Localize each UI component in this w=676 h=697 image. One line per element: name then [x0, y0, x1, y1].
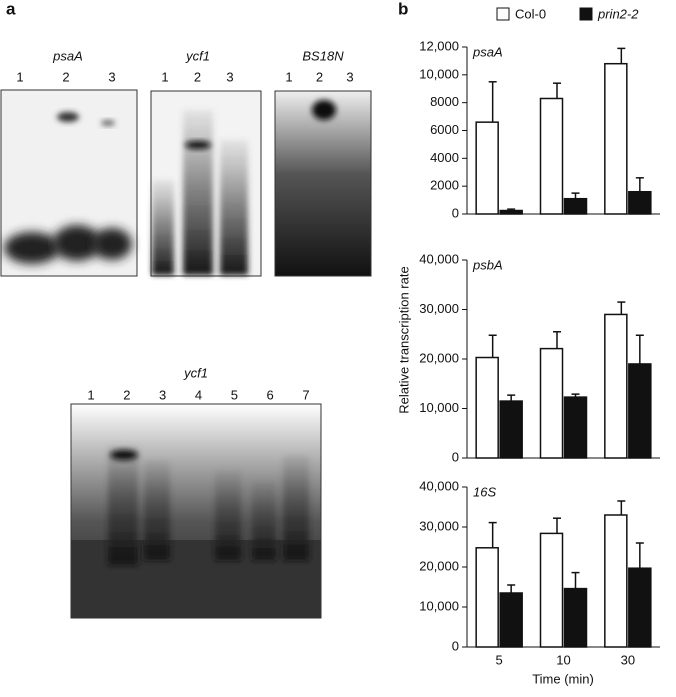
gel-image	[0, 89, 138, 277]
bar	[499, 209, 523, 215]
y-tick-label: 10,000	[419, 598, 459, 613]
panel-label: a	[6, 0, 16, 18]
y-tick-label: 40,000	[419, 478, 459, 493]
x-axis-label: Time (min)	[532, 671, 594, 686]
y-tick-label: 6000	[430, 122, 459, 137]
y-tick-label: 0	[452, 205, 459, 220]
gel-title: psaA	[52, 48, 83, 63]
chart-title: psbA	[472, 257, 503, 272]
y-tick-label: 20,000	[419, 558, 459, 573]
lane-number: 3	[108, 69, 115, 84]
chart-title: 16S	[473, 484, 496, 499]
y-axis-label: Relative transcription rate	[396, 266, 411, 413]
lane-number: 7	[302, 387, 309, 402]
gel-image	[274, 90, 372, 277]
gel-title: ycf1	[185, 48, 210, 63]
lane-number: 6	[267, 387, 274, 402]
bar	[539, 347, 564, 459]
lane-number: 4	[195, 387, 202, 402]
x-tick-label: 30	[621, 652, 635, 667]
lane-number: 2	[316, 69, 323, 84]
lane-number: 3	[159, 387, 166, 402]
bar	[539, 97, 564, 215]
bar	[475, 547, 499, 648]
x-tick-label: 10	[556, 652, 570, 667]
chart-title: psaA	[472, 44, 503, 59]
lane-number: 2	[123, 387, 130, 402]
legend-label: prin2-2	[597, 6, 639, 21]
gel-title: BS18N	[302, 48, 344, 63]
lane-number: 1	[87, 387, 94, 402]
bar	[604, 514, 628, 648]
lane-number: 1	[161, 69, 168, 84]
y-tick-label: 2000	[430, 178, 459, 193]
lane-number: 5	[231, 387, 238, 402]
legend-label: Col-0	[515, 6, 546, 21]
y-tick-label: 8000	[430, 94, 459, 109]
bar	[563, 197, 588, 215]
panel-label: b	[398, 0, 408, 18]
y-tick-label: 10,000	[419, 66, 459, 81]
bar	[628, 363, 652, 459]
lane-number: 3	[346, 69, 353, 84]
legend-swatch	[496, 7, 510, 21]
bar	[499, 592, 523, 648]
x-tick-label: 5	[496, 652, 503, 667]
y-tick-label: 20,000	[419, 350, 459, 365]
lane-number: 3	[226, 69, 233, 84]
y-tick-label: 30,000	[419, 301, 459, 316]
bar	[604, 62, 628, 215]
gel-title: ycf1	[183, 365, 208, 380]
lane-number: 2	[62, 69, 69, 84]
y-tick-label: 10,000	[419, 400, 459, 415]
bar	[563, 587, 588, 648]
y-tick-label: 0	[452, 449, 459, 464]
y-tick-label: 30,000	[419, 518, 459, 533]
y-tick-label: 12,000	[419, 38, 459, 53]
bar	[563, 396, 588, 459]
bar	[499, 400, 523, 459]
y-tick-label: 4000	[430, 150, 459, 165]
lane-number: 1	[285, 69, 292, 84]
y-tick-label: 0	[452, 638, 459, 653]
y-tick-label: 40,000	[419, 251, 459, 266]
gel-image	[70, 403, 322, 619]
bar	[628, 190, 652, 215]
gel-image	[150, 90, 262, 277]
bar	[475, 356, 499, 459]
lane-number: 1	[16, 69, 23, 84]
lane-number: 2	[194, 69, 201, 84]
bar	[475, 121, 499, 215]
bar	[604, 313, 628, 459]
bar	[539, 532, 564, 648]
bar	[628, 567, 652, 648]
legend-swatch	[579, 7, 593, 21]
